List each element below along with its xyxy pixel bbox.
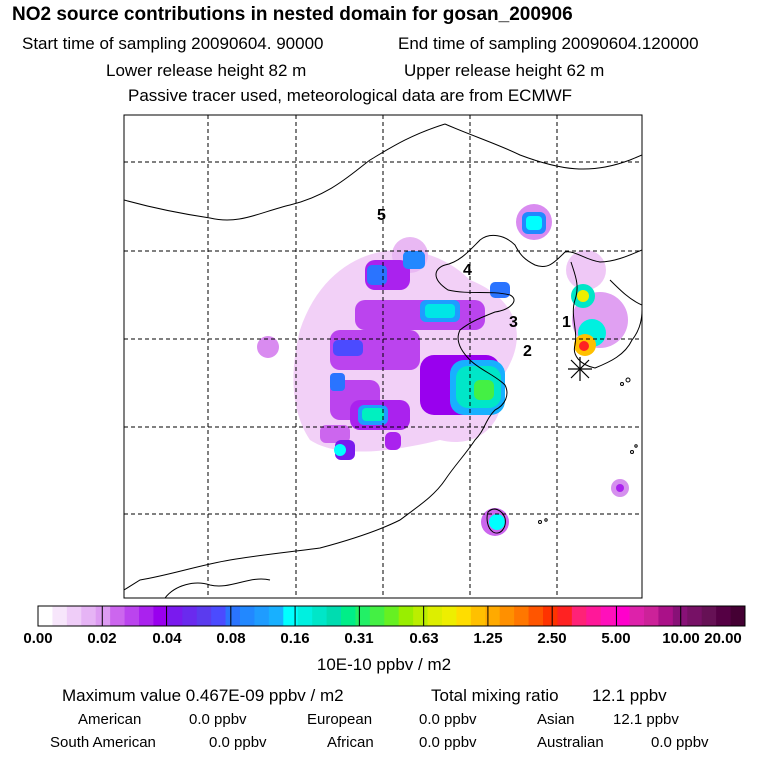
colorbar-swatch (38, 606, 53, 626)
colorbar-tick-label: 0.04 (152, 630, 182, 647)
colorbar-swatch (355, 606, 371, 626)
max-value-label: Maximum value 0.467E-09 ppbv / m2 (62, 686, 344, 705)
colorbar-swatch (66, 606, 82, 626)
colorbar-swatch (615, 606, 630, 626)
colorbar-swatch (312, 606, 327, 626)
region-label: 2 (523, 343, 532, 360)
upper-height-label: Upper release height 62 m (404, 61, 605, 80)
colorbar-tick-label: 0.63 (409, 630, 439, 647)
region-label: 1 (562, 314, 571, 331)
colorbar-swatch (268, 606, 284, 626)
colorbar-tick-label: 10.00 (662, 630, 700, 647)
colorbar-tick-label: 1.25 (473, 630, 503, 647)
colorbar-swatch (557, 606, 573, 626)
south-american-value: 0.0 ppbv (209, 734, 267, 751)
colorbar-swatch (326, 606, 342, 626)
tracer-note: Passive tracer used, meteorological data… (128, 86, 573, 105)
map-grid (124, 115, 642, 598)
colorbar-swatch (196, 606, 212, 626)
colorbar-swatch (110, 606, 125, 626)
colorbar-swatch (398, 606, 414, 626)
american-value: 0.0 ppbv (189, 711, 247, 728)
colorbar-swatch (644, 606, 659, 626)
asian-label: Asian (537, 711, 575, 728)
receptor-marker (568, 357, 592, 381)
colorbar-swatch (456, 606, 472, 626)
colorbar-swatch (95, 606, 111, 626)
colorbar-swatch (283, 606, 299, 626)
colorbar-swatch (629, 606, 645, 626)
colorbar-swatch (701, 606, 717, 626)
colorbar-swatch (687, 606, 703, 626)
south-american-label: South American (50, 734, 156, 751)
colorbar-swatch (413, 606, 428, 626)
australian-label: Australian (537, 734, 604, 751)
total-mixing-label: Total mixing ratio (431, 686, 559, 705)
end-time-label: End time of sampling 20090604.120000 (398, 34, 699, 53)
colorbar-frame (37, 605, 746, 627)
colorbar-tick-label: 20.00 (704, 630, 742, 647)
african-label: African (327, 734, 374, 751)
colorbar-swatch (470, 606, 486, 626)
colorbar-swatch (571, 606, 587, 626)
chart-title: NO2 source contributions in nested domai… (12, 4, 573, 25)
colorbar-swatch (240, 606, 255, 626)
lower-height-label: Lower release height 82 m (106, 61, 307, 80)
colorbar-swatch (211, 606, 226, 626)
colorbar-swatch (427, 606, 443, 626)
colorbar-swatch (600, 606, 616, 626)
asian-value: 12.1 ppbv (613, 711, 679, 728)
african-value: 0.0 ppbv (419, 734, 477, 751)
colorbar-tick-label: 0.02 (87, 630, 117, 647)
colorbar-swatch (341, 606, 356, 626)
american-label: American (78, 711, 142, 728)
colorbar-swatch (52, 606, 68, 626)
colorbar-tick-label: 0.00 (23, 630, 53, 647)
colorbar-swatch (528, 606, 544, 626)
colorbar-swatch (442, 606, 457, 626)
colorbar-swatch (716, 606, 731, 626)
colorbar-unit-label: 10E-10 ppbv / m2 (316, 655, 452, 674)
map-area (124, 115, 642, 598)
colorbar-tick-label: 5.00 (601, 630, 631, 647)
colorbar-swatch (153, 606, 169, 626)
colorbar-swatch (499, 606, 515, 626)
region-label: 5 (377, 207, 386, 224)
colorbar-swatch (543, 606, 558, 626)
colorbar-tick-label: 0.31 (344, 630, 374, 647)
coastlines (124, 123, 642, 598)
colorbar-swatch (167, 606, 183, 626)
start-time-label: Start time of sampling 20090604. 90000 (22, 34, 324, 53)
colorbar-swatch (384, 606, 400, 626)
colorbar-swatch (485, 606, 501, 626)
european-label: European (307, 711, 373, 728)
colorbar-swatch (124, 606, 140, 626)
map-frame (123, 114, 643, 599)
australian-value: 0.0 ppbv (651, 734, 709, 751)
colorbar-swatch (225, 606, 241, 626)
colorbar-tick-label: 0.16 (280, 630, 310, 647)
colorbar-swatch (586, 606, 602, 626)
plume-core (320, 212, 624, 530)
colorbar-swatch (182, 606, 198, 626)
region-labels: 1 2 3 4 5 (377, 207, 571, 360)
colorbar-tick-label: 2.50 (537, 630, 567, 647)
colorbar-swatch (254, 606, 270, 626)
region-label: 3 (509, 314, 518, 331)
colorbar-swatch (369, 606, 385, 626)
colorbar-tick-label: 0.08 (216, 630, 246, 647)
european-value: 0.0 ppbv (419, 711, 477, 728)
colorbar-swatch (139, 606, 154, 626)
region-label: 4 (463, 262, 472, 279)
colorbar-swatch (514, 606, 529, 626)
colorbar (38, 606, 746, 626)
total-mixing-value: 12.1 ppbv (592, 686, 667, 705)
colorbar-swatch (297, 606, 313, 626)
colorbar-swatch (730, 606, 746, 626)
colorbar-swatch (658, 606, 674, 626)
colorbar-swatch (81, 606, 97, 626)
